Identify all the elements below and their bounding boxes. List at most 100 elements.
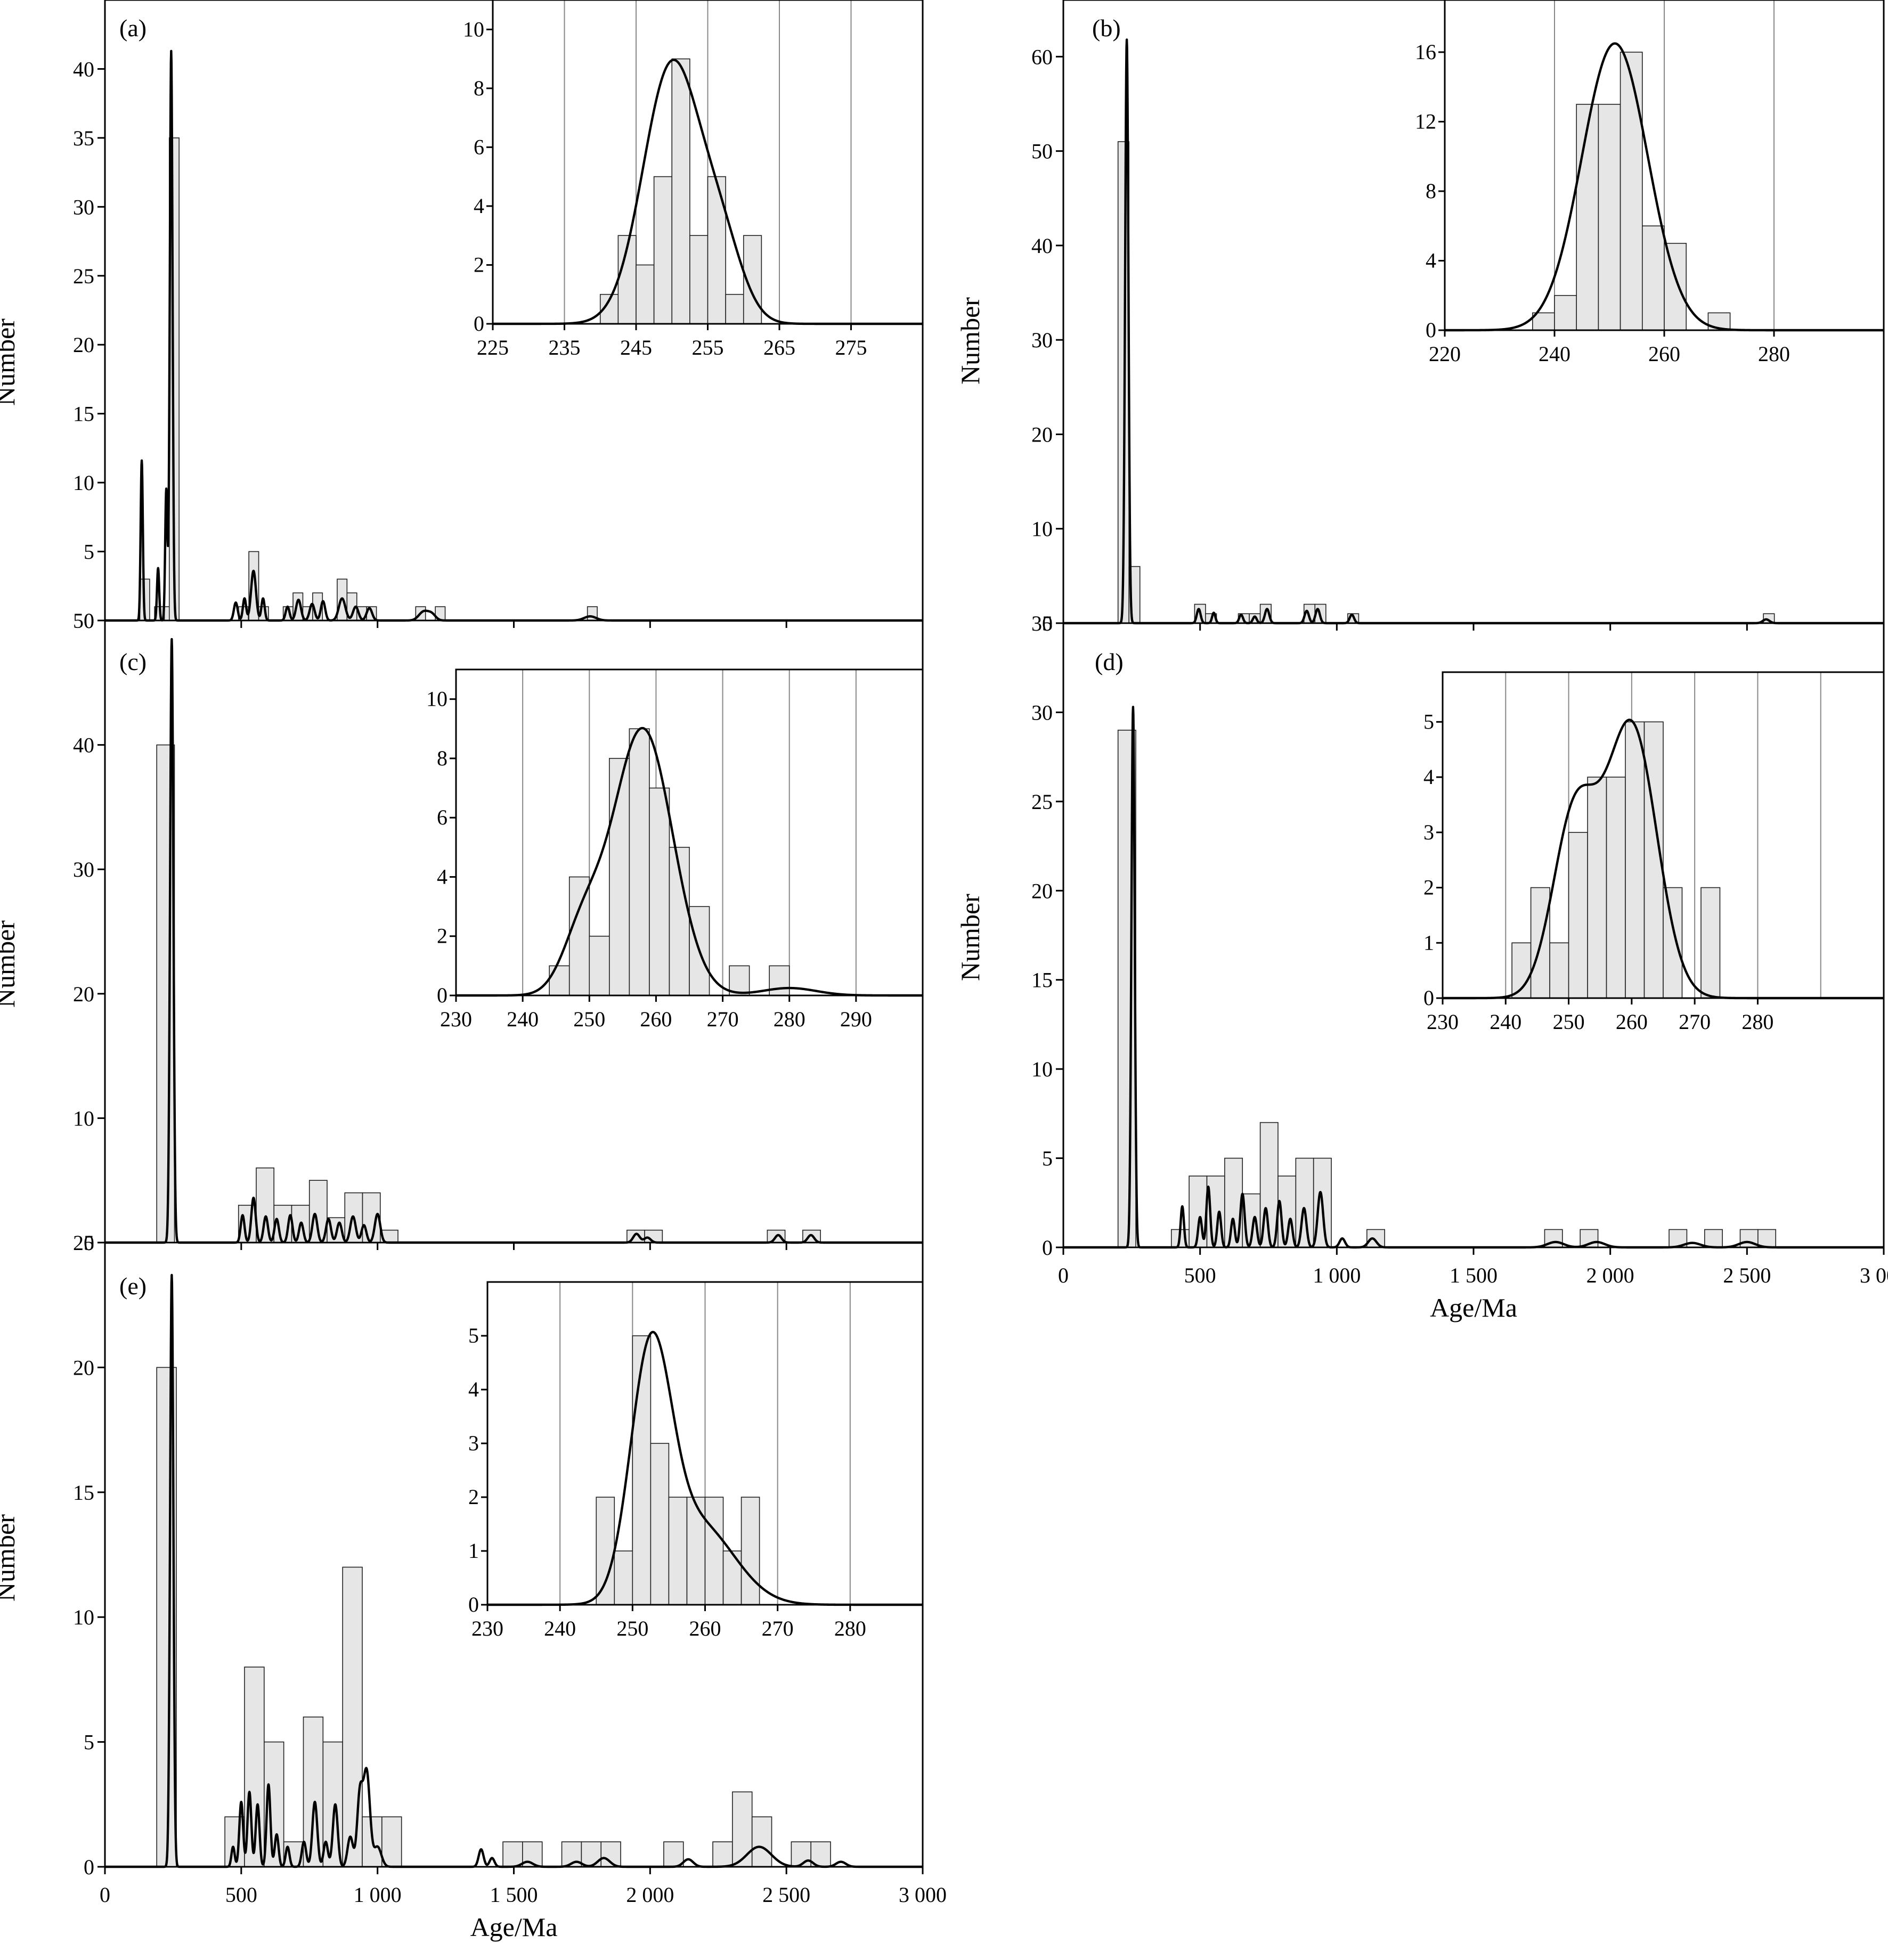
inset-x-tick-label: 255	[692, 336, 724, 360]
y-tick-label: 15	[73, 402, 94, 426]
x-tick-label: 2 500	[762, 1883, 810, 1907]
histogram-bar	[381, 1816, 402, 1867]
y-tick-label: 20	[73, 982, 94, 1006]
y-tick-label: 10	[73, 1605, 94, 1629]
y-axis-label: Number	[955, 297, 985, 385]
inset-y-tick-label: 8	[1426, 179, 1436, 203]
inset-histogram-bar	[740, 1497, 760, 1605]
inset-plot: 0 4 8 12 16 220 240 260 280	[1415, 0, 1885, 366]
y-tick-label: 40	[73, 733, 94, 757]
inset-y-tick-label: 6	[437, 805, 447, 829]
inset-x-tick-label: 280	[834, 1616, 866, 1640]
inset-y-tick-label: 3	[1423, 820, 1434, 844]
inset-histogram-bar	[707, 176, 726, 324]
y-tick-label: 10	[1031, 517, 1053, 541]
y-tick-label: 0	[1042, 611, 1053, 635]
x-axis-label: Age/Ma	[1430, 1293, 1517, 1322]
inset-histogram-bar	[1554, 295, 1577, 331]
inset-x-tick-label: 250	[1553, 1010, 1585, 1034]
inset-x-tick-label: 275	[835, 336, 867, 360]
y-tick-label: 50	[1031, 140, 1053, 164]
y-tick-label: 25	[1031, 790, 1053, 814]
y-tick-label: 15	[1031, 968, 1053, 992]
inset-density-curve	[455, 726, 924, 997]
inset-y-tick-label: 4	[468, 1377, 479, 1401]
x-tick-label: 3 000	[899, 1883, 947, 1907]
y-tick-label: 5	[84, 540, 94, 564]
inset-x-tick-label: 280	[1758, 342, 1790, 366]
y-axis-label: Number	[0, 1514, 20, 1602]
inset-y-tick-label: 0	[437, 983, 447, 1007]
y-tick-label: 10	[73, 471, 94, 495]
inset-histogram-bar	[650, 1443, 670, 1605]
inset-plot: 0 2 4 6 8 10 225 235 245 255 265 275	[463, 0, 924, 360]
inset-histogram-bar	[653, 176, 673, 324]
inset-x-tick-label: 240	[1539, 342, 1570, 366]
inset-y-tick-label: 10	[426, 687, 447, 711]
histogram-bar	[303, 1716, 324, 1867]
inset-histogram-bar	[1549, 942, 1569, 999]
inset-y-tick-label: 16	[1415, 40, 1436, 64]
histogram-bar	[663, 1841, 684, 1867]
inset-y-tick-label: 0	[468, 1592, 479, 1616]
inset-x-tick-label: 225	[477, 336, 509, 360]
inset-x-tick-label: 280	[774, 1007, 805, 1031]
y-tick-label: 20	[1031, 422, 1053, 446]
y-tick-label: 0	[1042, 1236, 1053, 1260]
x-tick-label: 2 500	[1723, 1263, 1771, 1287]
y-tick-label: 0	[84, 609, 94, 633]
y-tick-label: 0	[84, 1231, 94, 1255]
inset-y-tick-label: 4	[1426, 248, 1436, 272]
inset-histogram-bar	[1606, 777, 1626, 999]
histogram	[156, 1367, 831, 1867]
y-tick-label: 25	[73, 264, 94, 288]
x-tick-label: 1 500	[490, 1883, 538, 1907]
histogram-bar	[791, 1841, 812, 1867]
inset-histogram-bar	[1598, 103, 1621, 331]
inset-histogram-bar	[1568, 832, 1588, 999]
histogram-bar	[156, 744, 175, 1243]
histogram-bar	[256, 1167, 275, 1243]
histogram-bar	[732, 1791, 753, 1867]
inset-histogram-bar	[689, 235, 709, 324]
inset-y-tick-label: 0	[474, 312, 484, 336]
inset-y-tick-label: 4	[474, 194, 484, 218]
inset-frame	[455, 668, 924, 997]
y-tick-label: 15	[73, 1481, 94, 1505]
inset-histogram-bar	[629, 728, 650, 996]
y-tick-label: 25	[73, 1231, 94, 1255]
histogram-bar	[751, 1816, 772, 1867]
inset-y-tick-label: 8	[437, 746, 447, 770]
histogram-bar	[342, 1566, 363, 1867]
inset-x-tick-label: 260	[640, 1007, 672, 1031]
y-tick-label: 30	[73, 858, 94, 881]
y-axis-label: Number	[955, 894, 985, 981]
inset-histogram-bar	[704, 1497, 724, 1605]
inset-x-tick-label: 240	[544, 1616, 576, 1640]
inset-histogram-bar	[668, 1497, 688, 1605]
inset-histogram-bar	[1700, 887, 1721, 999]
histogram-bar	[502, 1841, 523, 1867]
inset-y-tick-label: 2	[437, 924, 447, 948]
inset-y-tick-label: 0	[1423, 986, 1434, 1010]
inset-histogram-bar	[671, 58, 690, 324]
inset-y-tick-label: 10	[463, 17, 484, 41]
inset-histogram-bar	[632, 1335, 652, 1605]
inset-x-tick-label: 230	[471, 1616, 503, 1640]
inset-y-tick-label: 4	[437, 864, 447, 888]
inset-histogram-bar	[589, 935, 610, 996]
inset-histogram-bar	[636, 264, 655, 324]
x-tick-label: 1 000	[354, 1883, 402, 1907]
y-tick-label: 40	[73, 57, 94, 81]
inset-frame	[1442, 671, 1885, 999]
panel-label: (b)	[1092, 14, 1121, 42]
x-tick-label: 2 000	[626, 1883, 674, 1907]
inset-y-tick-label: 12	[1415, 109, 1436, 133]
inset-x-tick-label: 240	[1490, 1010, 1521, 1034]
inset-x-tick-label: 235	[549, 336, 581, 360]
inset-x-tick-label: 270	[707, 1007, 739, 1031]
inset-histogram-bar	[1576, 103, 1599, 331]
panel-label: (e)	[119, 1272, 147, 1300]
